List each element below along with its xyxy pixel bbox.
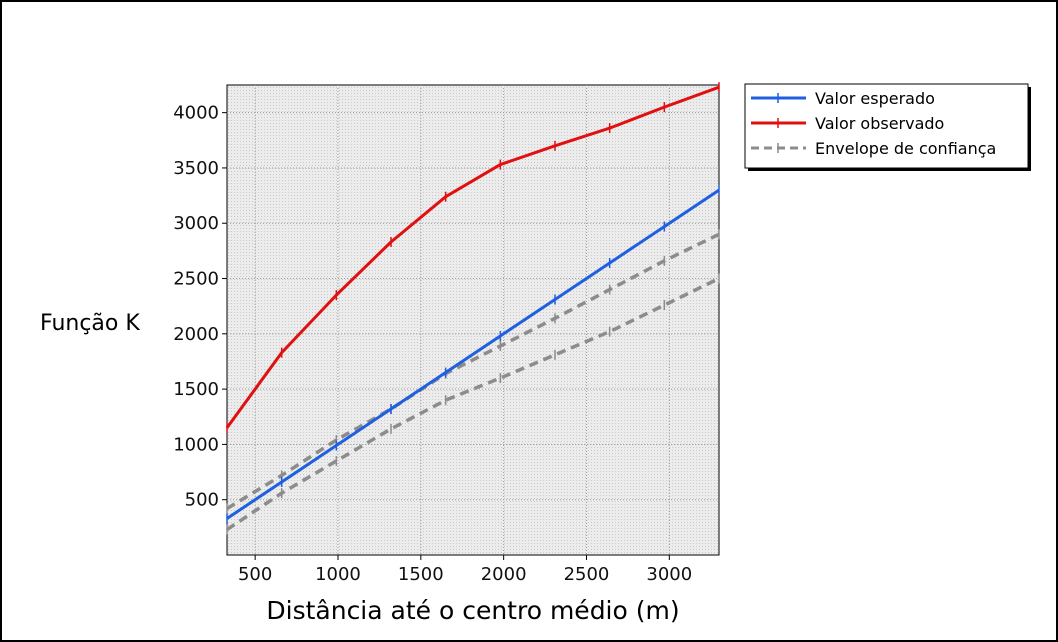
x-tick-label: 2500 [564,564,610,585]
y-tick-label: 1000 [173,434,219,455]
y-tick-label: 3000 [173,213,219,234]
legend-label: Valor observado [815,114,944,133]
y-axis-title: Função K [40,311,140,336]
x-tick-label: 1500 [398,564,444,585]
x-tick-label: 3000 [646,564,692,585]
x-tick-label: 1000 [315,564,361,585]
y-tick-label: 4000 [173,103,219,124]
y-tick-label: 3500 [173,158,219,179]
x-axis-title: Distância até o centro médio (m) [266,596,679,625]
y-tick-label: 500 [185,490,219,511]
plot-area [227,85,719,555]
y-tick-label: 2500 [173,269,219,290]
x-tick-label: 500 [238,564,272,585]
y-tick-label: 2000 [173,324,219,345]
x-tick-label: 2000 [481,564,527,585]
legend-label: Valor esperado [815,89,935,108]
y-tick-label: 1500 [173,379,219,400]
legend: Valor esperado Valor observado Envelope de… [745,84,1031,171]
legend-label: Envelope de confiança [815,139,996,158]
